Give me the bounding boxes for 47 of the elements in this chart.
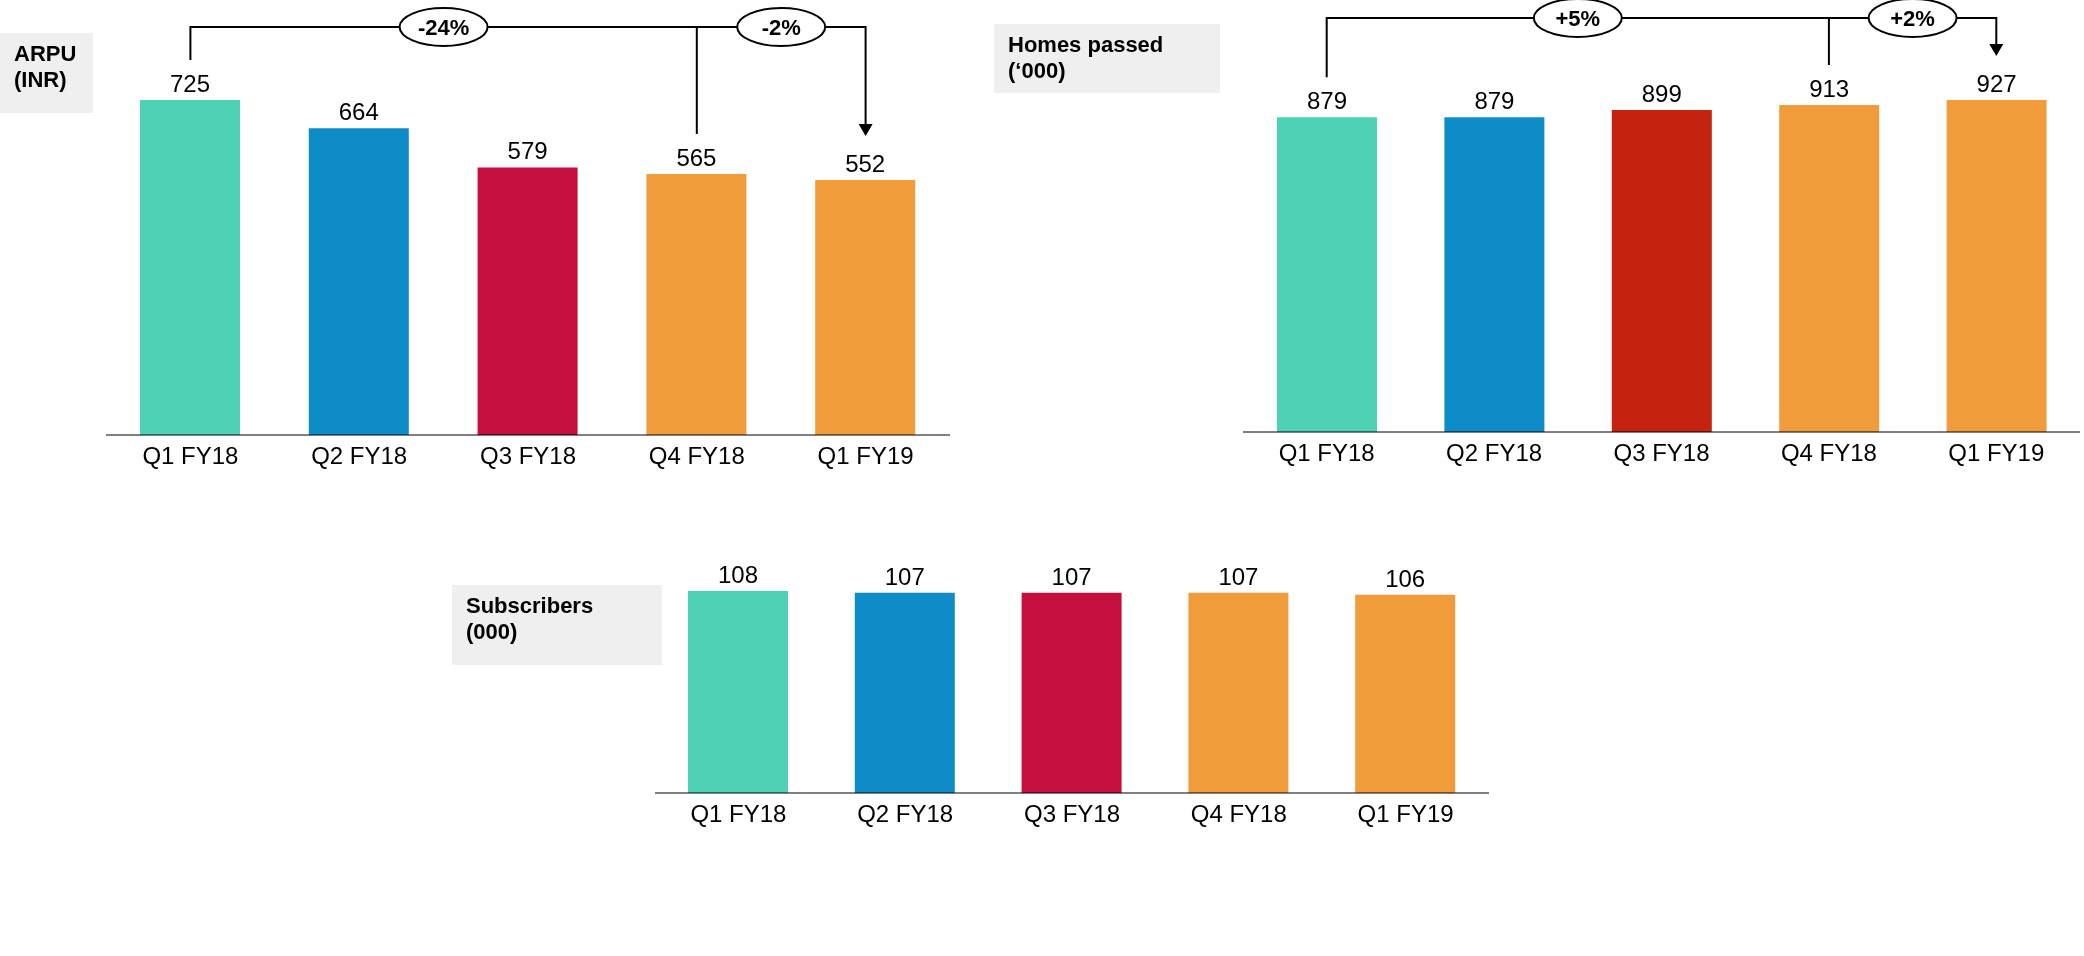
x-tick-label: Q1 FY19	[1357, 800, 1454, 828]
text: -24%	[417, 15, 470, 40]
data-label: 106	[1385, 564, 1426, 592]
data-label: 879	[1474, 87, 1515, 115]
data-label: 108	[717, 561, 759, 588]
bar	[1611, 110, 1712, 432]
data-label: 552	[845, 149, 886, 177]
bar	[1946, 100, 2047, 432]
data-label: 879	[1306, 87, 1348, 115]
x-tick-label: Q1 FY18	[690, 800, 787, 828]
data-label: 913	[1809, 75, 1850, 103]
x-tick-label: Q4 FY18	[1190, 800, 1287, 828]
x-tick-label: Q3 FY18	[479, 442, 577, 470]
bar	[308, 128, 409, 435]
x-tick-label: Q2 FY18	[1446, 439, 1543, 467]
bar	[646, 173, 747, 435]
chart-title: ARPU (INR)	[14, 41, 78, 93]
text: +5%	[1555, 6, 1601, 31]
x-tick-label: Q3 FY18	[1023, 800, 1121, 828]
x-tick-label: Q4 FY18	[648, 442, 745, 470]
bar	[815, 179, 916, 435]
x-tick-label: Q4 FY18	[1780, 439, 1877, 467]
x-tick-label: Q3 FY18	[1613, 439, 1710, 467]
text: Subscribers (000)	[466, 593, 595, 645]
bar	[1779, 105, 1880, 432]
bar	[1444, 117, 1545, 432]
text: -2%	[761, 15, 801, 40]
data-label: 899	[1641, 80, 1682, 108]
bar	[140, 100, 240, 435]
data-label: 107	[884, 562, 925, 590]
chart-title: Homes passed (‘000)	[1008, 32, 1165, 84]
bar	[477, 167, 578, 435]
x-tick-label: Q2 FY18	[311, 442, 408, 470]
bar	[1277, 117, 1377, 432]
x-tick-label: Q2 FY18	[857, 800, 954, 828]
x-tick-label: Q1 FY19	[817, 442, 914, 470]
data-label: 107	[1051, 562, 1092, 590]
data-label: 565	[676, 143, 717, 171]
data-label: 725	[169, 70, 211, 97]
x-tick-label: Q1 FY18	[142, 442, 239, 470]
data-label: 107	[1218, 562, 1259, 590]
x-tick-label: Q1 FY19	[1948, 439, 2045, 467]
data-label: 664	[338, 98, 379, 126]
data-label: 927	[1976, 70, 2017, 97]
data-label: 579	[507, 137, 548, 165]
x-tick-label: Q1 FY18	[1278, 439, 1375, 467]
text: +2%	[1890, 6, 1935, 31]
